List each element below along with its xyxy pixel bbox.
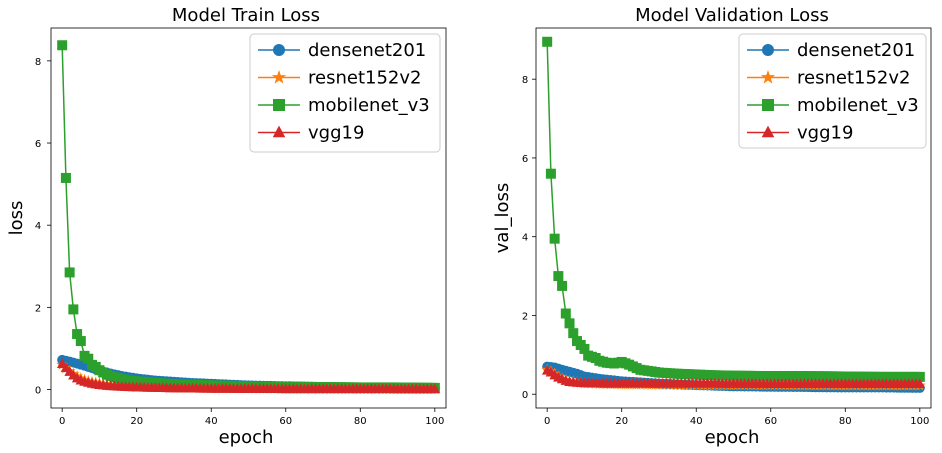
legend-marker (762, 99, 774, 111)
legend-item: vgg19 (258, 123, 364, 144)
data-point (557, 280, 568, 291)
x-tick-label: 60 (279, 416, 292, 427)
legend-marker (273, 99, 285, 111)
legend-label: densenet201 (308, 40, 426, 61)
y-tick-label: 8 (35, 57, 41, 68)
data-point (542, 36, 553, 47)
legend-label: densenet201 (797, 40, 915, 61)
y-tick-label: 4 (522, 233, 528, 244)
legend-marker (761, 125, 775, 138)
legend-item: vgg19 (747, 123, 853, 144)
data-point (83, 353, 94, 364)
plot-area (56, 40, 441, 395)
y-tick-label: 4 (35, 221, 41, 232)
legend-item: resnet152v2 (747, 68, 910, 89)
legend-marker (760, 70, 776, 84)
data-point (68, 304, 79, 315)
x-tick-label: 20 (130, 416, 143, 427)
data-point (568, 328, 579, 339)
y-tick-label: 0 (522, 390, 528, 401)
data-point (72, 329, 83, 340)
data-point (553, 271, 564, 282)
legend-item: resnet152v2 (258, 68, 421, 89)
validation-loss-chart: Model Validation Loss epoch val_loss 0 20… (492, 5, 932, 448)
data-point (560, 308, 571, 319)
x-tick-label: 100 (910, 416, 929, 427)
plot-area (541, 36, 926, 393)
legend-frame (738, 33, 927, 149)
x-tick-label: 60 (764, 416, 777, 427)
data-point (64, 267, 75, 278)
data-point (914, 378, 926, 388)
data-point (75, 336, 86, 347)
legend-label: resnet152v2 (308, 68, 421, 89)
legend-label: vgg19 (797, 123, 853, 144)
legend-frame (249, 33, 441, 153)
data-point (57, 40, 68, 51)
axes-frame (50, 27, 447, 409)
y-axis-label: val_loss (492, 183, 513, 253)
data-point (60, 172, 71, 183)
data-point (579, 343, 590, 354)
data-point (429, 383, 441, 394)
legend-marker (272, 125, 286, 138)
legend-marker (271, 70, 287, 84)
x-tick-label: 100 (425, 416, 444, 427)
legend-item: densenet201 (747, 40, 915, 61)
legend-label: mobilenet_v3 (797, 95, 919, 116)
legend-item: mobilenet_v3 (747, 95, 919, 116)
y-axis-label: loss (6, 201, 27, 236)
y-tick-label: 6 (35, 139, 41, 150)
data-point (549, 233, 560, 244)
train-loss-chart: Model Train Loss epoch loss 0 20 40 60 80 100… (6, 5, 447, 448)
legend-marker (762, 44, 774, 56)
x-axis-label: epoch (219, 427, 274, 448)
y-tick-label: 2 (35, 303, 41, 314)
x-tick-label: 80 (354, 416, 367, 427)
y-tick-label: 2 (522, 311, 528, 322)
legend: densenet201 resnet152v2 mobilenet_v3 vgg19 (738, 33, 927, 149)
x-tick-label: 40 (205, 416, 218, 427)
x-tick-label: 0 (544, 416, 550, 427)
series-vgg19 (541, 364, 926, 388)
legend-marker (273, 44, 285, 56)
x-tick-label: 0 (59, 416, 65, 427)
x-tick-label: 80 (839, 416, 852, 427)
axes-frame (535, 27, 932, 409)
data-point (914, 371, 925, 382)
legend-label: mobilenet_v3 (308, 95, 430, 116)
data-point (564, 318, 575, 329)
legend-item: densenet201 (258, 40, 426, 61)
legend: densenet201 resnet152v2 mobilenet_v3 vgg19 (249, 33, 441, 153)
y-tick-label: 6 (522, 154, 528, 165)
chart-title: Model Validation Loss (635, 5, 829, 26)
x-axis-label: epoch (705, 427, 760, 448)
y-tick-label: 0 (35, 386, 41, 397)
y-tick-label: 8 (522, 75, 528, 86)
series-mobilenet_v3 (542, 36, 925, 382)
legend-item: mobilenet_v3 (258, 95, 430, 116)
legend-label: resnet152v2 (797, 68, 910, 89)
x-tick-label: 40 (690, 416, 703, 427)
x-tick-label: 20 (615, 416, 628, 427)
legend-label: vgg19 (308, 123, 364, 144)
series-vgg19 (56, 358, 441, 394)
data-point (545, 168, 556, 179)
chart-title: Model Train Loss (172, 5, 320, 26)
